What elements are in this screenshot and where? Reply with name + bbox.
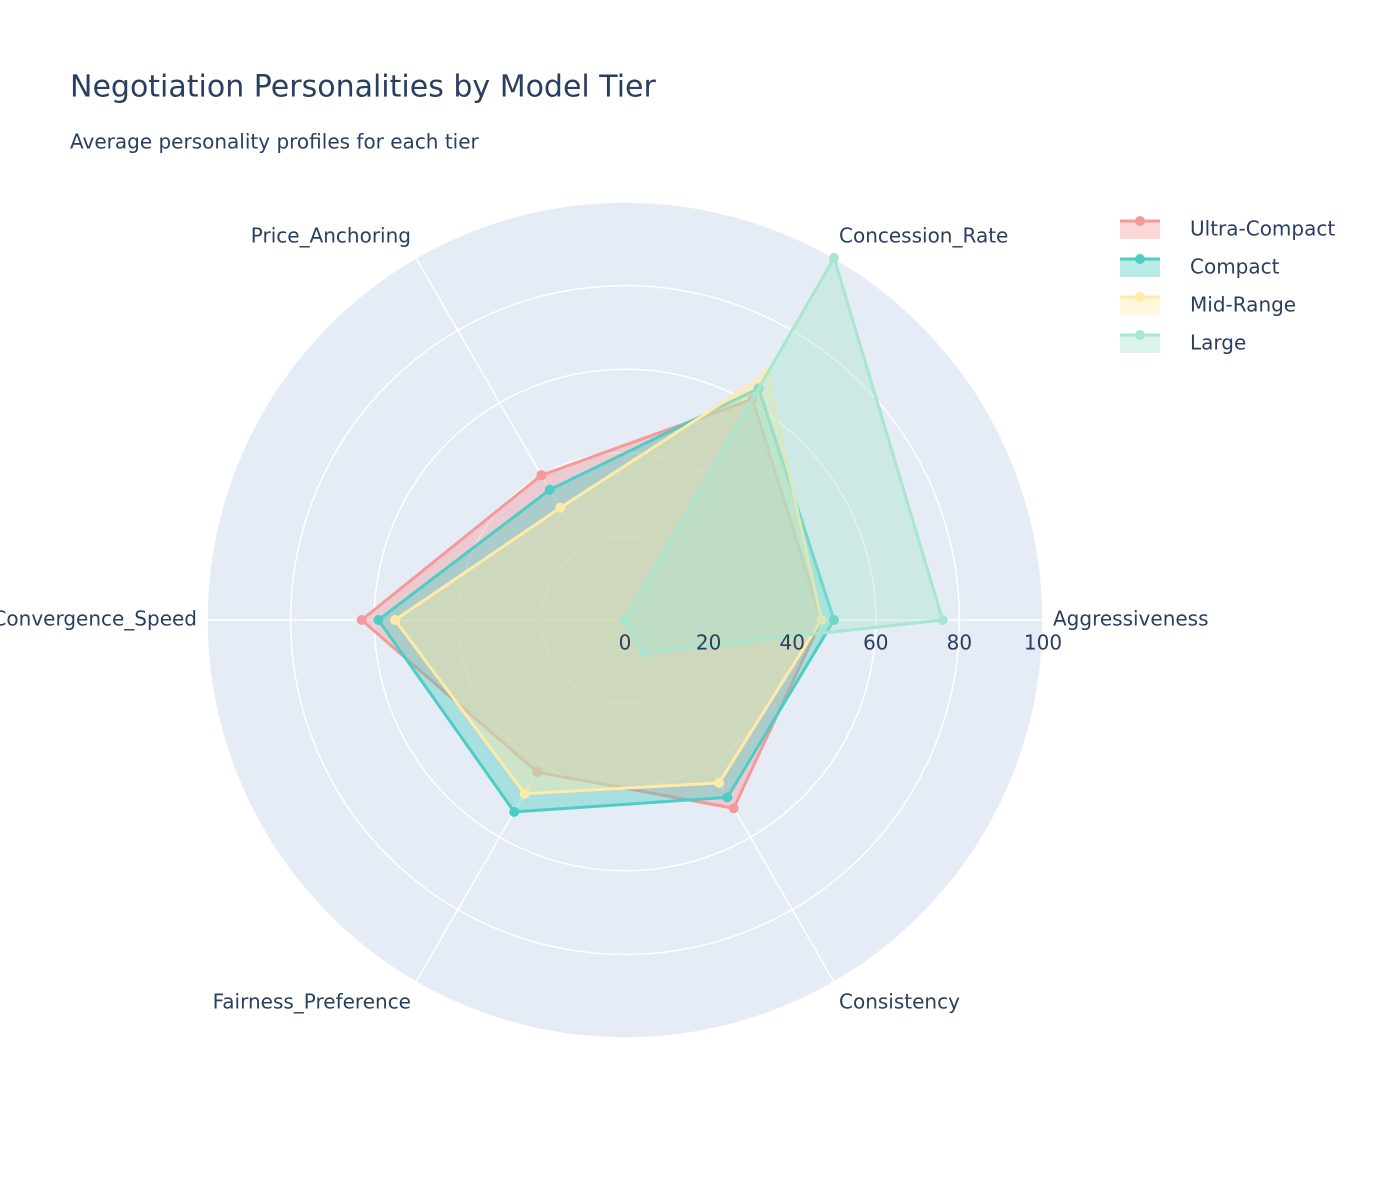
radial-tick-label: 0 xyxy=(619,631,632,655)
polar-plot: Aggressiveness Concession_Rate Price_Ancho… xyxy=(0,201,1209,1039)
series-marker xyxy=(829,253,839,264)
angular-grid-line xyxy=(415,257,626,621)
legend-swatch xyxy=(1120,221,1160,239)
legend-swatch xyxy=(1120,259,1160,277)
angular-tick-label: Concession_Rate xyxy=(839,224,1008,248)
series-marker xyxy=(509,806,520,817)
series-marker xyxy=(519,788,530,799)
legend-label: Compact xyxy=(1190,255,1280,279)
legend-label: Large xyxy=(1190,331,1246,355)
radial-tick-label: 20 xyxy=(696,631,721,655)
chart-title: Negotiation Personalities by Model Tier xyxy=(70,70,657,105)
series-marker xyxy=(620,615,630,625)
series-marker xyxy=(390,615,401,625)
radial-tick-label: 100 xyxy=(1024,631,1062,655)
legend-marker xyxy=(1135,254,1145,264)
series-marker xyxy=(722,792,733,803)
series-marker xyxy=(714,777,725,788)
angular-tick-label: Fairness_Preference xyxy=(213,989,411,1013)
legend-marker xyxy=(1135,292,1145,302)
legend-marker xyxy=(1135,330,1145,340)
legend-swatch xyxy=(1120,335,1160,353)
radial-tick-label: 80 xyxy=(947,631,972,655)
series-marker xyxy=(536,470,547,481)
series-marker xyxy=(373,615,384,625)
angular-tick-label: Consistency xyxy=(839,989,960,1013)
legend: Ultra-Compact Compact Mid-Range Large xyxy=(1120,216,1335,355)
legend-swatch xyxy=(1120,297,1160,315)
series-marker xyxy=(356,615,367,625)
angular-grid-line xyxy=(415,619,626,983)
series-marker xyxy=(816,615,827,625)
series-marker xyxy=(544,484,555,495)
radial-tick-label: 60 xyxy=(863,631,888,655)
series-marker xyxy=(638,647,649,658)
series-marker xyxy=(829,615,839,625)
series-marker xyxy=(532,767,543,778)
chart-subtitle: Average personality profiles for each ti… xyxy=(70,130,480,154)
angular-tick-label: Aggressiveness xyxy=(1053,607,1209,631)
angular-tick-label: Price_Anchoring xyxy=(251,224,411,248)
radial-tick-label: 40 xyxy=(779,631,804,655)
legend-marker xyxy=(1135,216,1145,226)
series-marker xyxy=(555,502,566,513)
legend-label: Mid-Range xyxy=(1190,293,1296,317)
series-marker xyxy=(728,803,739,814)
legend-label: Ultra-Compact xyxy=(1190,217,1335,241)
series-marker xyxy=(937,615,948,625)
angular-tick-label: Convergence_Speed xyxy=(0,607,197,631)
